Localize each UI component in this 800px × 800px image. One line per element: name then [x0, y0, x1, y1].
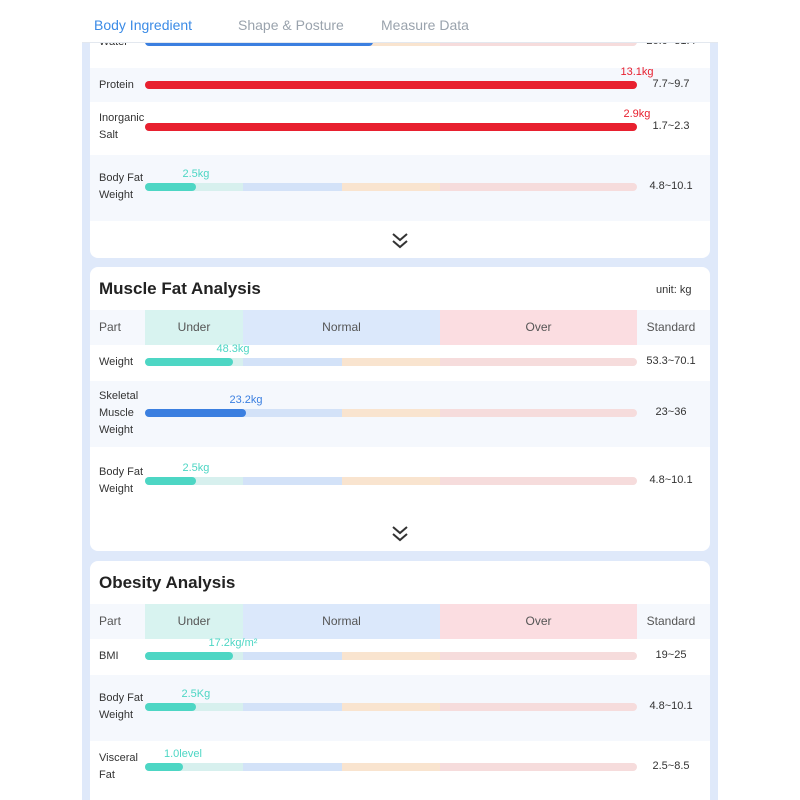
value-bar [145, 358, 233, 366]
row-label: Inorganic Salt [99, 112, 145, 141]
range-over [440, 358, 637, 366]
value-label: 2.5kg [182, 462, 210, 474]
unit-label: unit: kg [656, 284, 692, 296]
tab[interactable]: Measure Data [381, 17, 469, 33]
value-bar [145, 183, 196, 191]
range-over [440, 652, 637, 660]
tab[interactable]: Shape & Posture [238, 17, 344, 33]
range-over [440, 703, 637, 711]
standard-range: 7.7~9.7 [652, 78, 690, 90]
range-over [440, 409, 637, 417]
tab-cover [82, 0, 718, 43]
standard-range: 1.7~2.3 [652, 120, 690, 132]
range-normal [341, 477, 440, 485]
standard-range: 4.8~10.1 [649, 180, 693, 192]
range-normal [341, 652, 440, 660]
row-label: Protein [99, 78, 134, 91]
value-label: 13.1kg [620, 66, 654, 78]
value-label: 48.3kg [216, 343, 250, 355]
standard-range: 19~25 [655, 649, 687, 661]
range-over [440, 763, 637, 771]
standard-range: 23~36 [655, 406, 687, 418]
row-label: Body Fat Weight [99, 466, 144, 495]
header-cell: Standard [646, 614, 696, 628]
header-cell: Normal [243, 310, 440, 345]
range-normal [243, 652, 342, 660]
value-label: 17.2kg/m² [208, 637, 258, 649]
row-label: Body Fat Weight [99, 172, 144, 201]
value-bar [145, 477, 196, 485]
range-normal [341, 409, 440, 417]
header-cell: Under [145, 604, 243, 639]
range-normal [341, 183, 440, 191]
row-label: Visceral Fat [99, 752, 138, 781]
value-bar [145, 81, 637, 89]
range-normal [341, 358, 440, 366]
header-cell: Normal [243, 604, 440, 639]
tab[interactable]: Body Ingredient [94, 17, 193, 33]
header-cell: Over [440, 604, 637, 639]
row-label: BMI [99, 649, 119, 662]
range-normal [243, 409, 342, 417]
value-bar [145, 703, 196, 711]
value-bar [145, 763, 183, 771]
section-title: Muscle Fat Analysis [99, 279, 261, 298]
range-over [440, 183, 637, 191]
value-bar [145, 123, 637, 131]
value-label: 2.5Kg [181, 688, 211, 700]
header-cell: Part [99, 320, 122, 334]
standard-range: 53.3~70.1 [646, 355, 696, 367]
header-cell: Standard [646, 320, 696, 334]
range-normal [243, 358, 342, 366]
section-title: Obesity Analysis [99, 573, 236, 592]
header-cell: Under [145, 310, 243, 345]
standard-range: 4.8~10.1 [649, 474, 693, 486]
value-label: 2.5kg [182, 168, 210, 180]
range-normal [243, 183, 342, 191]
value-label: 2.9kg [623, 108, 651, 120]
standard-range: 2.5~8.5 [652, 760, 690, 772]
row-label: Body Fat Weight [99, 692, 144, 721]
value-label: 1.0level [164, 748, 202, 760]
header-cell: Part [99, 614, 122, 628]
value-label: 23.2kg [229, 394, 263, 406]
range-normal [341, 703, 440, 711]
value-bar [145, 652, 233, 660]
row-label: Skeletal Muscle Weight [99, 389, 139, 436]
range-normal [243, 477, 342, 485]
expand-chevron[interactable] [390, 231, 410, 251]
range-normal [341, 763, 440, 771]
range-under [145, 763, 243, 771]
expand-chevron[interactable] [390, 524, 410, 544]
header-cell: Over [440, 310, 637, 345]
range-normal [243, 763, 342, 771]
value-bar [145, 409, 246, 417]
row-label: Weight [99, 355, 134, 368]
standard-range: 4.8~10.1 [649, 700, 693, 712]
range-over [440, 477, 637, 485]
range-normal [243, 703, 342, 711]
